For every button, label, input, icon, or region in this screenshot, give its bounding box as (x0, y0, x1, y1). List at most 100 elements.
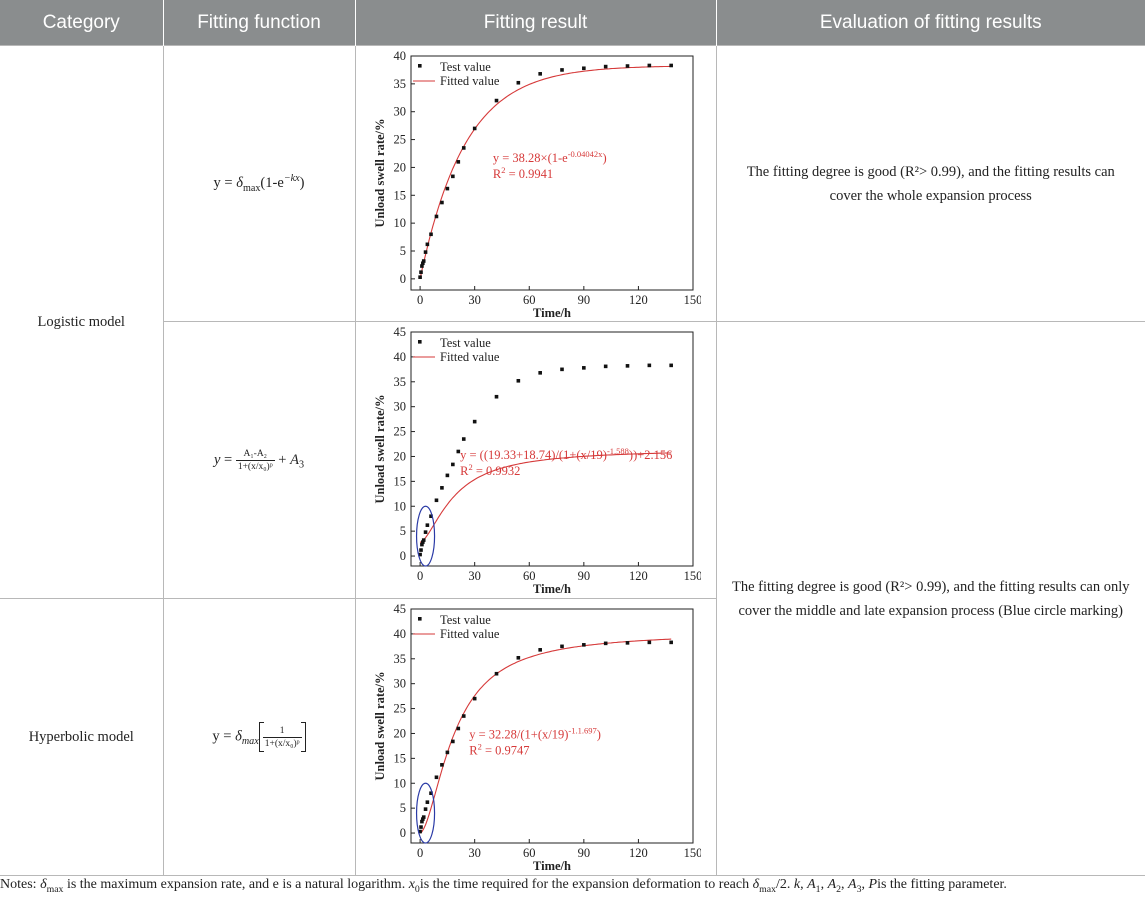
data-point (581, 65, 586, 70)
data-point (419, 819, 424, 824)
y-tick-label: 20 (393, 449, 406, 463)
x-tick-label: 150 (683, 846, 700, 860)
data-point (423, 807, 427, 811)
notes-sep: , (841, 877, 849, 892)
fraction-denominator: 1+(x/x₀)ᵖ (237, 461, 273, 472)
x-tick-label: 0 (416, 293, 422, 307)
x-tick-label: 90 (577, 569, 590, 583)
y-tick-label: 5 (399, 801, 405, 815)
data-point (537, 71, 542, 76)
notes-sub: 1 (815, 883, 821, 895)
data-point (418, 548, 423, 552)
formula-a3-sub: 3 (298, 459, 305, 471)
data-point (647, 640, 651, 645)
x-tick-label: 0 (416, 846, 422, 860)
y-tick-label: 20 (393, 160, 406, 174)
y-axis-label: Unload swell rate/% (373, 671, 387, 780)
legend-fit-label: Fitted value (440, 74, 500, 88)
notes-sub: 3 (856, 883, 862, 895)
notes-k: k (793, 877, 801, 892)
data-point (450, 462, 455, 467)
data-point (423, 249, 427, 254)
formula-delta-sub: max (241, 736, 259, 748)
data-point (603, 364, 607, 369)
legend-fit-label: Fitted value (440, 350, 500, 364)
data-point (434, 775, 438, 780)
data-point (439, 486, 444, 490)
data-point (516, 80, 520, 85)
x-tick-label: 120 (629, 569, 648, 583)
formula-delta: δ (236, 175, 243, 191)
formula-equals: = (220, 451, 236, 468)
x-tick-label: 120 (629, 846, 648, 860)
notes-text: is the time required for the expansion d… (419, 877, 753, 892)
data-point (456, 159, 460, 164)
chart-cell-3: 0 5 10 15 20 25 30 35 40 45 0 30 60 90 120 150 Time/h Unl… (354, 598, 716, 876)
data-point (461, 145, 466, 150)
data-point (625, 63, 629, 68)
y-tick-label: 10 (393, 499, 406, 513)
data-point (425, 242, 429, 246)
formula-lhs: y (213, 451, 221, 468)
x-tick-label: 30 (468, 569, 481, 583)
legend-test-label: Test value (440, 60, 491, 74)
data-point (516, 655, 520, 660)
y-tick-label: 5 (399, 524, 405, 538)
notes-prefix: Notes: (0, 877, 41, 892)
evaluation-cell-2: The fitting degree is good (R²> 0.99), a… (715, 321, 1145, 876)
data-point (421, 538, 426, 542)
x-tick-label: 30 (468, 846, 481, 860)
x-tick-label: 120 (629, 293, 648, 307)
fraction-numerator: A₁-A₂ (235, 448, 275, 461)
formula-close: ) (299, 175, 305, 191)
data-point (418, 269, 423, 274)
formula-a3: A (290, 451, 299, 468)
data-point (603, 64, 607, 68)
fit-r-squared: R2 = 0.9747 (469, 741, 529, 757)
data-point (456, 449, 460, 454)
function-cell-3: y = δmax 1 1+(x/x₀)ᵖ (162, 598, 356, 876)
data-point (445, 473, 449, 478)
x-axis-label: Time/h (533, 306, 571, 318)
y-tick-label: 40 (393, 627, 406, 641)
notes-text: is the fitting parameter. (877, 877, 1007, 892)
data-point (434, 214, 438, 218)
table-notes: Notes: δmax is the maximum expansion rat… (0, 877, 1007, 895)
plot-frame (410, 608, 693, 844)
legend-test-marker (417, 617, 422, 621)
data-point (428, 231, 433, 236)
notes-sep: , (820, 877, 828, 892)
data-point (434, 498, 438, 503)
highlight-circle (415, 782, 435, 844)
formula-plus: + (274, 451, 291, 468)
data-point (417, 552, 422, 557)
data-point (417, 274, 422, 279)
legend-test-label: Test value (440, 336, 491, 350)
legend-fit-label: Fitted value (440, 627, 500, 641)
table-row: Logistic model y = δmax(1-e−kx) 0 5 10 15 20… (0, 45, 1145, 599)
x-axis-label: Time/h (533, 859, 571, 871)
data-point (428, 791, 433, 796)
chart-logistic-fit: 0 5 10 15 20 25 30 35 40 45 0 30 60 90 120 150 Time/h Unl… (373, 326, 701, 594)
data-point (428, 514, 433, 519)
chart-hyperbolic-fit: 0 5 10 15 20 25 30 35 40 45 0 30 60 90 120 150 Time/h Unl… (373, 603, 701, 871)
notes-sub: 2 (836, 883, 842, 895)
y-tick-label: 30 (393, 677, 406, 691)
notes-delta: δ (752, 877, 760, 892)
notes-x: x (408, 877, 415, 892)
x-tick-label: 90 (577, 293, 590, 307)
data-point (421, 258, 426, 263)
data-point (647, 63, 651, 67)
chart-cell-1: 0 5 10 15 20 25 30 35 40 0 30 60 90 120 150 Time/h Unloa… (354, 45, 717, 322)
fit-equation: y = 32.28/(1+(x/19)-1.1.697) (469, 725, 601, 741)
data-point (450, 174, 455, 178)
fit-r-squared: R2 = 0.9932 (460, 462, 520, 478)
data-point (537, 648, 542, 652)
header-row: Category Fitting function Fitting result… (0, 0, 1145, 46)
data-point (603, 641, 607, 646)
notes-max: max (759, 883, 776, 895)
data-point (472, 696, 476, 701)
data-point (419, 542, 424, 547)
y-tick-label: 35 (393, 76, 406, 90)
data-point (421, 815, 426, 819)
